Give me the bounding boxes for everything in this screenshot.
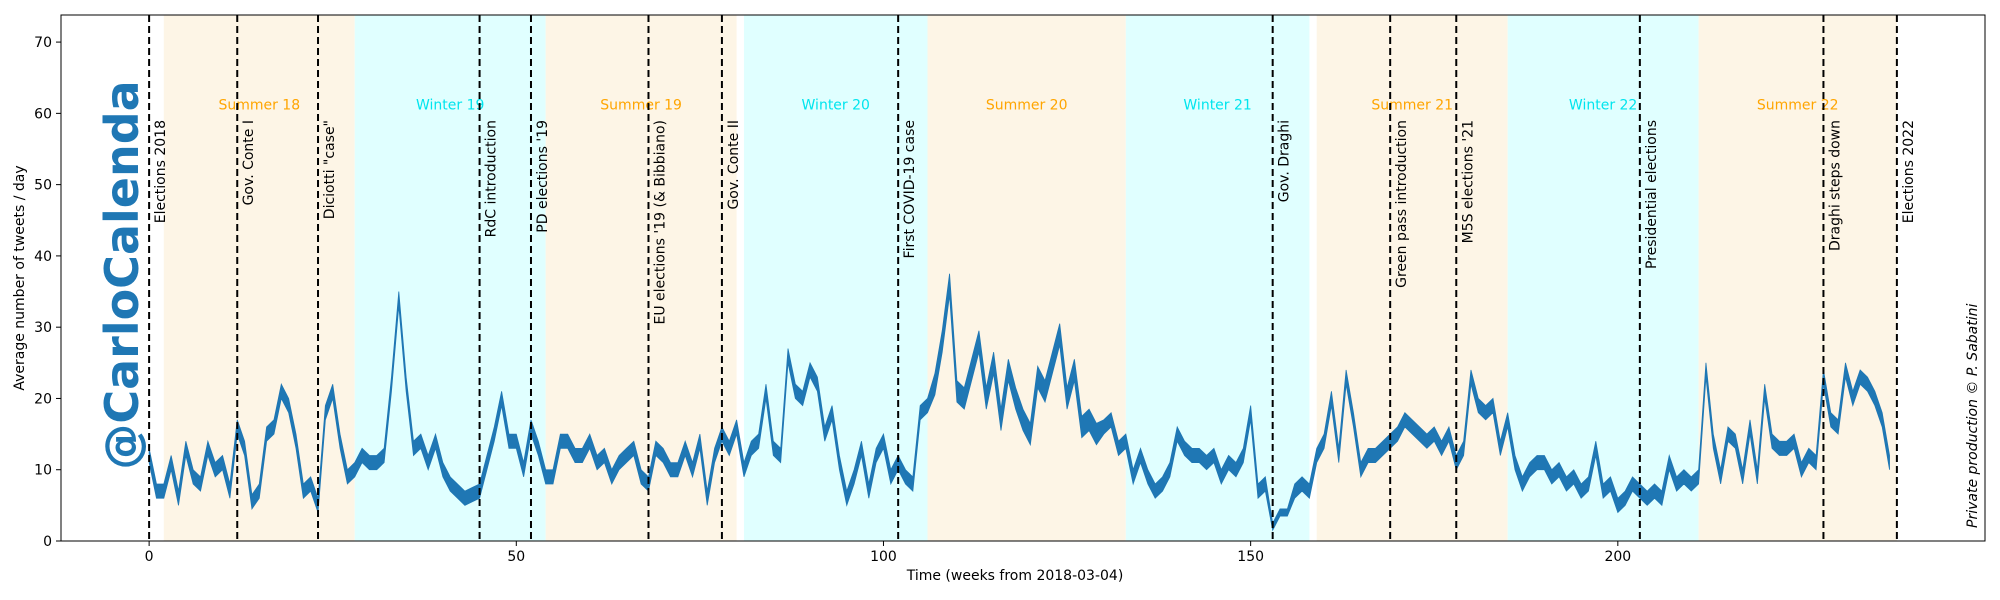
season-shade [354, 15, 546, 541]
event-label: Gov. Draghi [1277, 120, 1293, 202]
event-label: Presidential elections [1644, 120, 1660, 269]
season-shade [545, 15, 737, 541]
season-label: Summer 21 [1371, 98, 1453, 114]
watermark: @CarloCalenda [95, 80, 149, 469]
x-axis-label: Time (weeks from 2018-03-04) [906, 568, 1124, 584]
y-tick-label: 30 [34, 320, 52, 336]
event-label: RdC introduction [484, 120, 500, 237]
season-shade [927, 15, 1126, 541]
y-tick-label: 50 [34, 178, 52, 194]
season-label: Winter 22 [1569, 98, 1637, 114]
season-label: Winter 20 [802, 98, 870, 114]
credit: Private production © P. Sabatini [1965, 304, 1981, 528]
event-label: Elections 2022 [1901, 120, 1917, 223]
x-tick-label: 100 [870, 549, 897, 565]
event-label: Elections 2018 [153, 120, 169, 223]
x-tick-label: 50 [507, 549, 525, 565]
x-tick-label: 0 [145, 549, 154, 565]
event-label: Green pass introduction [1394, 120, 1410, 288]
event-label: Gov. Conte I [241, 120, 257, 205]
x-tick-label: 200 [1604, 549, 1631, 565]
band-area [148, 273, 1890, 532]
event-label: Draghi steps down [1827, 120, 1843, 251]
season-shade [163, 15, 355, 541]
season-shade [1125, 15, 1310, 541]
event-label: PD elections '19 [535, 120, 551, 233]
plot-frame [60, 14, 1986, 542]
y-tick-label: 10 [34, 463, 52, 479]
event-label: First COVID-19 case [902, 120, 918, 258]
event-label: EU elections '19 (& Bibbiano) [652, 120, 668, 325]
season-shade [1316, 15, 1508, 541]
y-axis-label: Average number of tweets / day [12, 165, 28, 390]
season-label: Summer 18 [218, 98, 300, 114]
y-tick-label: 20 [34, 391, 52, 407]
season-label: Winter 19 [416, 98, 484, 114]
season-label: Summer 19 [600, 98, 682, 114]
y-tick-label: 70 [34, 35, 52, 51]
y-tick-label: 0 [43, 534, 52, 550]
event-label: M5S elections '21 [1460, 120, 1476, 243]
event-label: Diciotti "case" [322, 120, 338, 219]
season-label: Summer 20 [986, 98, 1068, 114]
season-label: Summer 22 [1757, 98, 1839, 114]
y-tick-label: 40 [34, 249, 52, 265]
season-label: Winter 21 [1183, 98, 1251, 114]
y-tick-label: 60 [34, 106, 52, 122]
event-label: Gov. Conte II [726, 120, 742, 210]
season-shade [1507, 15, 1699, 541]
x-tick-label: 150 [1237, 549, 1264, 565]
